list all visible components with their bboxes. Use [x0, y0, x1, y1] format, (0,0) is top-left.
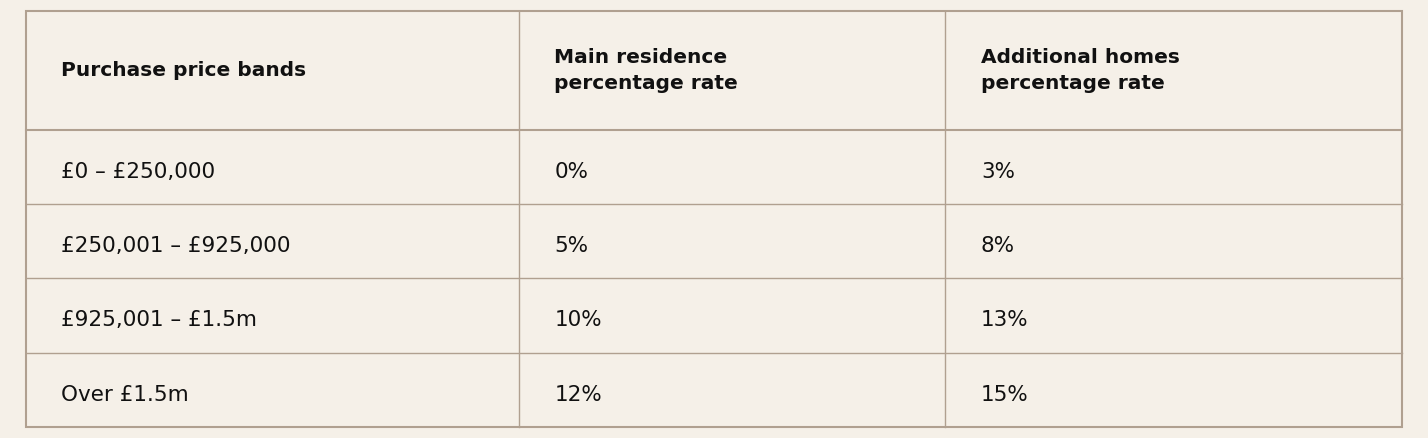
- Text: Additional homes
percentage rate: Additional homes percentage rate: [981, 48, 1180, 92]
- Text: 3%: 3%: [981, 162, 1015, 182]
- Text: Purchase price bands: Purchase price bands: [61, 61, 307, 80]
- Text: 12%: 12%: [554, 385, 603, 405]
- Text: 8%: 8%: [981, 236, 1015, 256]
- Text: 13%: 13%: [981, 311, 1028, 330]
- Text: 0%: 0%: [554, 162, 588, 182]
- Text: 15%: 15%: [981, 385, 1028, 405]
- Text: Over £1.5m: Over £1.5m: [61, 385, 188, 405]
- Text: 10%: 10%: [554, 311, 601, 330]
- Text: £250,001 – £925,000: £250,001 – £925,000: [61, 236, 291, 256]
- Text: 5%: 5%: [554, 236, 588, 256]
- Text: £925,001 – £1.5m: £925,001 – £1.5m: [61, 311, 257, 330]
- Text: £0 – £250,000: £0 – £250,000: [61, 162, 216, 182]
- Text: Main residence
percentage rate: Main residence percentage rate: [554, 48, 738, 92]
